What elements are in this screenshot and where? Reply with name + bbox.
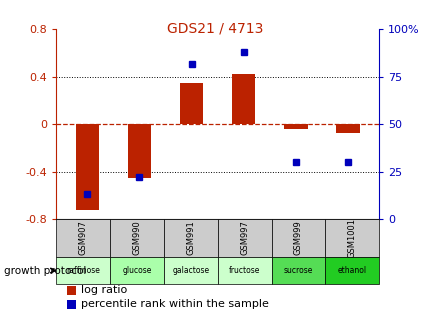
Text: GSM990: GSM990	[132, 220, 141, 255]
Text: GDS21 / 4713: GDS21 / 4713	[167, 21, 263, 35]
Text: GSM997: GSM997	[240, 220, 249, 255]
Text: percentile rank within the sample: percentile rank within the sample	[80, 300, 268, 309]
Bar	[283, 124, 307, 129]
Bar	[231, 75, 255, 124]
Bar	[217, 257, 271, 284]
Bar	[110, 257, 163, 284]
Bar	[110, 219, 163, 257]
Bar	[56, 257, 110, 284]
Text: sucrose: sucrose	[283, 266, 313, 275]
Text: GSM999: GSM999	[293, 220, 302, 255]
Bar	[127, 124, 151, 178]
Bar	[163, 257, 217, 284]
Bar	[335, 124, 359, 132]
Bar	[325, 219, 378, 257]
Bar	[163, 219, 217, 257]
Text: fructose: fructose	[228, 266, 260, 275]
Bar	[271, 219, 325, 257]
Bar	[271, 257, 325, 284]
Text: log ratio: log ratio	[80, 285, 126, 295]
Text: ethanol: ethanol	[337, 266, 366, 275]
Text: raffinose: raffinose	[66, 266, 100, 275]
Bar	[217, 219, 271, 257]
Text: growth protocol: growth protocol	[4, 266, 86, 276]
Text: galactose: galactose	[172, 266, 209, 275]
Text: GSM907: GSM907	[78, 220, 87, 255]
Text: GSM991: GSM991	[186, 220, 195, 255]
Bar	[325, 257, 378, 284]
Bar	[75, 124, 99, 210]
Text: glucose: glucose	[122, 266, 151, 275]
Text: GSM1001: GSM1001	[347, 218, 356, 258]
Bar	[56, 219, 110, 257]
Bar	[179, 83, 203, 124]
